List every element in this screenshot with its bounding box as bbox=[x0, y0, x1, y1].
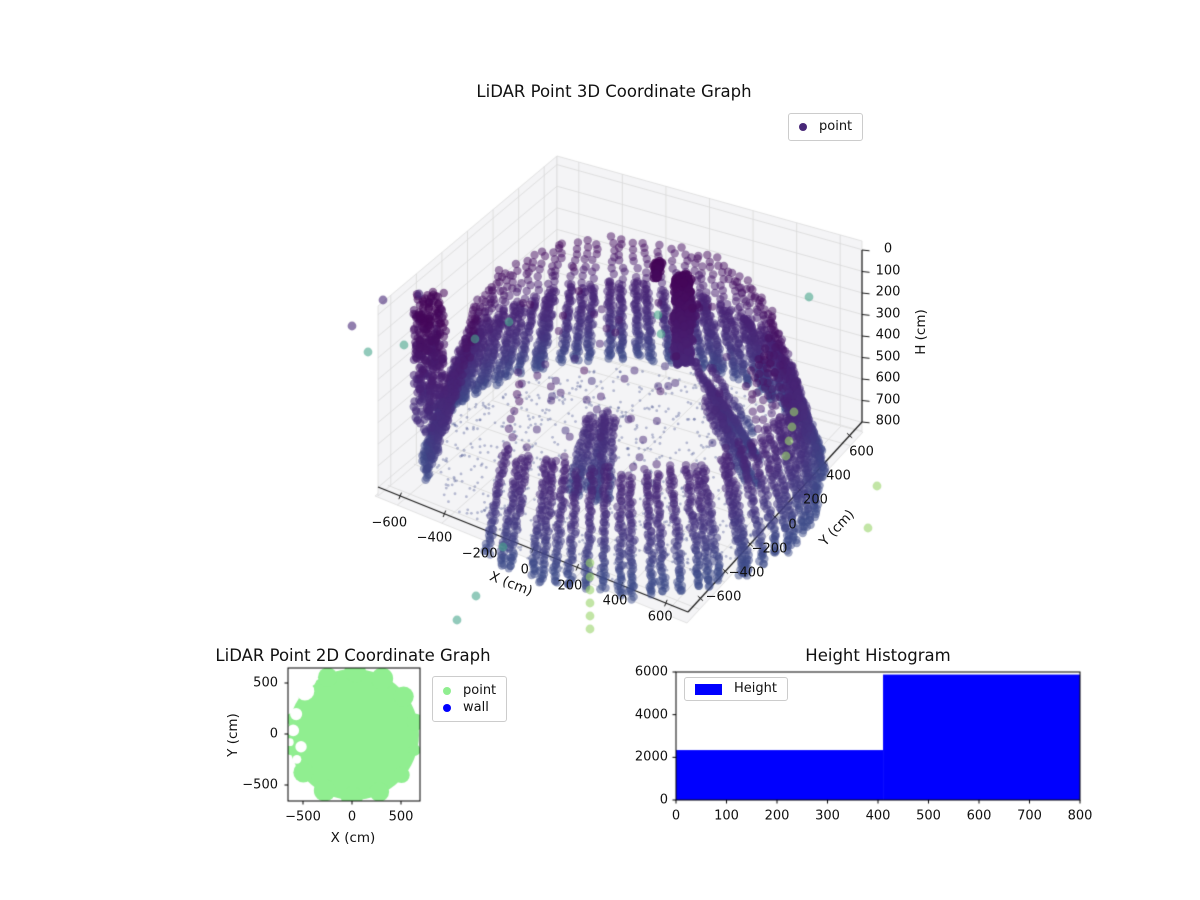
legend-item-label: Height bbox=[734, 681, 777, 696]
h-tick-label-3d: 800 bbox=[875, 413, 901, 429]
legend-item: wall bbox=[443, 699, 496, 715]
legend-item-label: wall bbox=[463, 699, 489, 715]
legend-marker-icon bbox=[799, 123, 807, 131]
y-axis-label-2d: Y (cm) bbox=[225, 713, 241, 757]
x-tick-label-histogram: 300 bbox=[815, 808, 840, 824]
chart-title-2d: LiDAR Point 2D Coordinate Graph bbox=[215, 646, 491, 665]
x-tick-label-histogram: 100 bbox=[714, 808, 739, 824]
h-tick-label-3d: 500 bbox=[875, 349, 901, 364]
y-tick-label-3d: −600 bbox=[705, 589, 742, 605]
x-tick-label-histogram: 800 bbox=[1067, 808, 1093, 824]
legend-item-label: point bbox=[463, 682, 497, 698]
x-tick-label-3d: −400 bbox=[416, 530, 453, 546]
legend-marker-icon bbox=[443, 703, 451, 712]
y-tick-label-3d: 0 bbox=[788, 517, 797, 532]
x-tick-label-3d: 600 bbox=[647, 609, 673, 625]
x-axis-label-2d: X (cm) bbox=[330, 830, 376, 846]
h-tick-label-3d: 700 bbox=[875, 392, 901, 407]
h-axis-label-3d: H (cm) bbox=[913, 309, 929, 355]
x-tick-label-histogram: 0 bbox=[671, 808, 681, 824]
legend-item: point bbox=[443, 682, 497, 698]
y-tick-label-2d: −500 bbox=[242, 777, 278, 793]
x-tick-label-histogram: 200 bbox=[764, 808, 790, 824]
y-tick-label-histogram: 4000 bbox=[634, 707, 668, 723]
x-tick-label-3d: −200 bbox=[461, 546, 498, 562]
chart-title-3d: LiDAR Point 3D Coordinate Graph bbox=[476, 82, 752, 101]
x-tick-label-3d: −600 bbox=[371, 515, 408, 531]
y-tick-label-histogram: 0 bbox=[659, 792, 668, 808]
x-tick-label-histogram: 600 bbox=[966, 808, 992, 824]
x-tick-label-3d: 0 bbox=[520, 562, 529, 578]
legend-3d: point bbox=[788, 113, 864, 141]
legend-item-label: point bbox=[819, 119, 853, 134]
y-tick-label-3d: 200 bbox=[803, 492, 828, 508]
y-tick-label-2d: 500 bbox=[253, 675, 278, 691]
x-tick-label-3d: 200 bbox=[557, 578, 583, 594]
legend-marker-icon bbox=[443, 686, 451, 695]
y-tick-label-3d: 400 bbox=[826, 468, 851, 484]
y-tick-label-3d: −200 bbox=[751, 541, 788, 557]
legend-item: Height bbox=[695, 682, 777, 696]
legend-item: point bbox=[799, 120, 852, 134]
legend-2d: point wall bbox=[432, 676, 508, 722]
y-tick-label-histogram: 2000 bbox=[634, 749, 668, 765]
x-tick-label-histogram: 700 bbox=[1017, 808, 1042, 824]
x-tick-label-2d: −500 bbox=[285, 809, 321, 825]
chart-title-histogram: Height Histogram bbox=[805, 646, 951, 665]
legend-histogram: Height bbox=[684, 677, 788, 701]
y-tick-label-histogram: 6000 bbox=[634, 664, 668, 680]
h-tick-label-3d: 200 bbox=[875, 284, 901, 300]
h-tick-label-3d: 600 bbox=[875, 370, 901, 386]
h-tick-label-3d: 300 bbox=[875, 306, 901, 321]
h-tick-label-3d: 400 bbox=[875, 327, 901, 343]
x-tick-label-histogram: 500 bbox=[916, 808, 941, 824]
y-tick-label-3d: −400 bbox=[728, 565, 765, 581]
legend-patch-icon bbox=[695, 683, 722, 695]
y-tick-label-2d: 0 bbox=[269, 726, 278, 742]
x-tick-label-3d: 400 bbox=[602, 593, 628, 609]
x-tick-label-2d: 0 bbox=[347, 809, 357, 825]
x-tick-label-histogram: 400 bbox=[865, 808, 891, 824]
x-tick-label-2d: 500 bbox=[388, 809, 414, 825]
y-tick-label-3d: 600 bbox=[849, 444, 874, 460]
h-tick-label-3d: 100 bbox=[875, 263, 901, 278]
h-tick-label-3d: 0 bbox=[883, 241, 893, 257]
